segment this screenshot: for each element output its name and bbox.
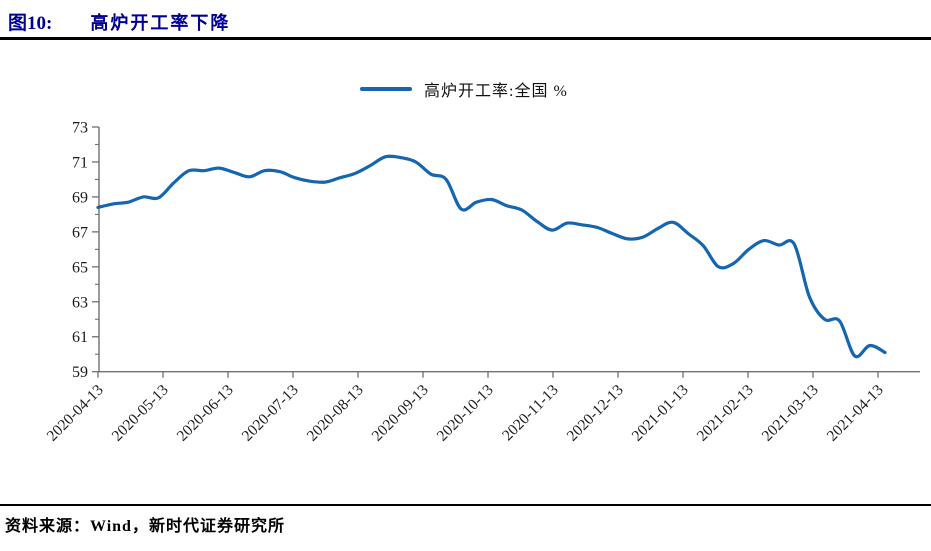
x-tick-label: 2020-10-13 xyxy=(434,381,497,444)
x-tick-label: 2020-06-13 xyxy=(174,381,237,444)
figure-number-label: 图10: xyxy=(8,13,53,34)
figure-header: 图10: 高炉开工率下降 xyxy=(8,8,230,35)
figure-title: 高炉开工率下降 xyxy=(90,13,231,33)
x-tick-label: 2020-07-13 xyxy=(239,381,302,444)
x-tick-label: 2020-12-13 xyxy=(564,381,627,444)
header-rule xyxy=(0,37,931,40)
x-tick-label: 2021-03-13 xyxy=(759,381,822,444)
x-tick-label: 2020-08-13 xyxy=(304,381,367,444)
y-tick-label: 67 xyxy=(72,224,88,241)
series-line xyxy=(96,154,887,359)
x-tick-label: 2021-01-13 xyxy=(629,381,692,444)
x-tick-label: 2020-11-13 xyxy=(499,381,562,444)
chart-legend: 高炉开工率:全国 % xyxy=(360,79,568,100)
x-tick-label: 2021-02-13 xyxy=(694,381,757,444)
footer-rule xyxy=(0,504,931,506)
x-tick-label: 2020-05-13 xyxy=(109,381,172,444)
x-tick-label: 2021-04-13 xyxy=(824,381,887,444)
y-tick-label: 59 xyxy=(72,364,88,381)
y-tick-label: 73 xyxy=(72,120,88,137)
legend-line-swatch xyxy=(360,87,412,91)
x-tick-label: 2020-04-13 xyxy=(44,381,107,444)
source-text: 资料来源：Wind，新时代证券研究所 xyxy=(5,518,285,535)
legend-series-label: 高炉开工率:全国 % xyxy=(424,83,568,100)
y-tick-label: 63 xyxy=(72,294,88,311)
x-tick-label: 2020-09-13 xyxy=(369,381,432,444)
y-tick-label: 61 xyxy=(72,329,88,346)
y-tick-label: 65 xyxy=(72,259,88,276)
y-tick-label: 69 xyxy=(72,189,88,206)
y-tick-label: 71 xyxy=(72,154,88,171)
